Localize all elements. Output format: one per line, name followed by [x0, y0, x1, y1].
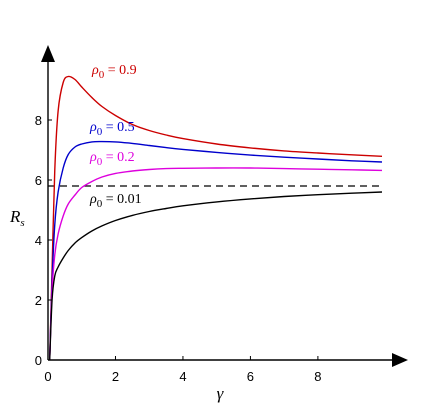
y-axis-arrow	[41, 45, 55, 62]
series-label-value: = 0.9	[104, 63, 136, 78]
y-tick-label: 0	[35, 353, 42, 368]
series-label-symbol: ρ	[89, 150, 97, 165]
x-axis-arrow	[392, 353, 408, 367]
x-tick-label: 8	[314, 369, 321, 384]
x-tick-label: 6	[247, 369, 254, 384]
series-label-rho-0-01: ρ0 = 0.01	[89, 192, 142, 210]
axes	[41, 45, 408, 367]
series-line-rho-0-9	[48, 75, 383, 361]
series-line-rho-0-01	[48, 191, 383, 361]
y-tick-label: 8	[35, 113, 42, 128]
series-label-value: = 0.01	[102, 192, 141, 207]
series-label-value: = 0.2	[102, 150, 134, 165]
y-tick-label: 6	[35, 173, 42, 188]
x-axis-label: γ	[217, 384, 225, 403]
series-line-rho-0-2	[48, 167, 383, 361]
series-label-rho-0-9: ρ0 = 0.9	[91, 63, 137, 81]
y-axis-label-sub: s	[20, 217, 24, 229]
series-line-rho-0-5	[48, 140, 383, 361]
x-tick-label: 0	[44, 369, 51, 384]
y-tick-label: 2	[35, 293, 42, 308]
y-axis-label-main: R	[9, 207, 21, 226]
series-label-rho-0-2: ρ0 = 0.2	[89, 150, 135, 168]
x-tick-label: 2	[112, 369, 119, 384]
series-label-symbol: ρ	[89, 120, 97, 135]
series-label-symbol: ρ	[89, 192, 97, 207]
series-label-rho-0-5: ρ0 = 0.5	[89, 120, 135, 138]
series-label-subscript: 0	[99, 69, 105, 81]
y-tick-label: 4	[35, 233, 42, 248]
series-label-subscript: 0	[97, 126, 103, 138]
series-label-value: = 0.5	[102, 120, 134, 135]
y-axis-label: Rs	[9, 207, 25, 229]
series-label-subscript: 0	[97, 198, 103, 210]
x-tick-label: 4	[179, 369, 186, 384]
series-label-subscript: 0	[97, 156, 103, 168]
series-label-symbol: ρ	[91, 63, 99, 78]
